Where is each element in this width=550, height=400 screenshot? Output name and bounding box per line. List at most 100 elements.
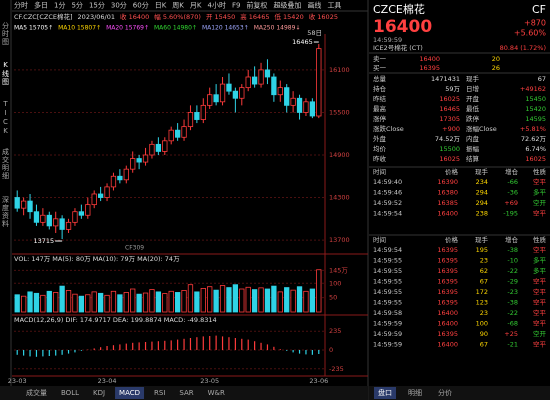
- candle-body: [316, 48, 322, 117]
- toolbar-item[interactable]: 4小时: [207, 1, 225, 10]
- toolbar-item[interactable]: 多日: [34, 1, 48, 10]
- x-tick-label: 23-03: [8, 377, 27, 385]
- trade-cell: 14:59:55: [373, 278, 402, 286]
- trade-cell: -68: [507, 320, 518, 328]
- trade-header: 性质: [533, 235, 547, 244]
- indicator-tab[interactable]: BOLL: [61, 389, 79, 397]
- volume-bar: [59, 285, 65, 313]
- trade-cell: -195: [503, 210, 518, 218]
- quote-tab[interactable]: 盘口: [378, 388, 392, 397]
- trade-cell: 14:59:46: [373, 189, 402, 197]
- toolbar-item[interactable]: 15分: [89, 1, 105, 10]
- candle-body: [226, 83, 232, 92]
- toolbar-item[interactable]: 周K: [172, 2, 184, 10]
- volume-bar: [117, 294, 123, 313]
- trade-cell: 多平: [533, 266, 547, 275]
- volume-bar: [258, 287, 264, 313]
- info-item: 2023/06/01: [78, 13, 115, 21]
- quote-code: CF: [532, 3, 546, 16]
- toolbar-item[interactable]: F9: [232, 2, 240, 10]
- candle-body: [290, 97, 296, 106]
- toolbar-item[interactable]: 超级叠加: [273, 1, 301, 10]
- volume-bar: [27, 291, 33, 313]
- trade-cell: 16400: [437, 309, 458, 317]
- trade-cell: 16395: [437, 288, 458, 296]
- side-tab[interactable]: 分时图: [2, 21, 10, 46]
- y-tick-label: 0: [329, 346, 333, 354]
- trade-cell: 空平: [533, 298, 547, 307]
- candle-body: [78, 211, 85, 216]
- toolbar-item[interactable]: 日K: [155, 2, 167, 10]
- stat-label: 跌停: [466, 114, 480, 123]
- candle-body: [149, 143, 155, 156]
- stat-value: +5.81%: [520, 125, 546, 133]
- trade-cell: 23: [480, 309, 488, 317]
- toolbar-item[interactable]: 5分: [71, 1, 82, 10]
- quote-price: 16400: [373, 17, 432, 37]
- toolbar-item[interactable]: 30分: [111, 1, 127, 10]
- indicator-tab[interactable]: W&R: [208, 389, 225, 397]
- toolbar-item[interactable]: 月K: [190, 2, 202, 10]
- trade-cell: +25: [504, 330, 518, 338]
- quote-change: +870: [524, 19, 546, 28]
- toolbar-item[interactable]: 工具: [327, 2, 341, 10]
- ref-value: 80.84 (1.72%): [500, 44, 546, 52]
- candle-body: [277, 87, 283, 96]
- x-tick-label: 23-06: [309, 377, 328, 385]
- volume-bar: [155, 291, 162, 313]
- candle-body: [296, 97, 303, 113]
- volume-bar: [187, 284, 194, 313]
- stat-label: 总量: [373, 74, 387, 83]
- stat-label: 外盘: [373, 134, 387, 143]
- trade-cell: 14:59:55: [373, 267, 402, 275]
- volume-bar: [72, 293, 78, 313]
- volume-bar: [97, 292, 104, 313]
- indicator-tab[interactable]: MACD: [119, 389, 140, 397]
- info-item: 低 15420: [274, 12, 303, 21]
- candle-body: [97, 193, 104, 198]
- toolbar-item[interactable]: 1分: [54, 1, 65, 10]
- candle-body: [264, 69, 271, 78]
- trade-cell: 14:59:52: [373, 199, 402, 207]
- side-tab[interactable]: TICK: [2, 100, 10, 136]
- candle-body: [168, 129, 174, 142]
- indicator-tab[interactable]: RSI: [154, 389, 165, 397]
- volume-bar: [65, 290, 72, 313]
- stat-value: 16025: [439, 155, 460, 163]
- volume-bar: [123, 292, 129, 313]
- stat-value: 15450: [525, 95, 546, 103]
- quote-pct: +5.60%: [514, 29, 547, 38]
- toolbar-item[interactable]: 前复权: [246, 1, 267, 10]
- stat-value: 17305: [439, 115, 460, 123]
- stat-value: 15500: [439, 145, 460, 153]
- volume-bar: [104, 294, 110, 313]
- trade-cell: 14:59:59: [373, 330, 402, 338]
- candle-body: [65, 221, 72, 230]
- side-tab[interactable]: K线图: [2, 61, 10, 86]
- trade-cell: 62: [480, 267, 488, 275]
- candle-body: [251, 76, 258, 85]
- indicator-tab[interactable]: 成交量: [26, 388, 47, 397]
- book-volume: 26: [492, 64, 500, 72]
- trade-cell: 14:59:55: [373, 288, 402, 296]
- candle-body: [110, 175, 117, 188]
- toolbar-item[interactable]: 60分: [133, 1, 149, 10]
- ma-item: MA250 14989↓: [254, 25, 301, 32]
- indicator-tab[interactable]: SAR: [179, 389, 193, 397]
- trade-cell: 16390: [437, 178, 458, 186]
- toolbar-item[interactable]: 画线: [307, 1, 321, 10]
- candle-body: [20, 200, 27, 209]
- volume-bar: [168, 290, 174, 313]
- toolbar-item[interactable]: 分时: [14, 1, 28, 10]
- volume-bar: [213, 289, 219, 313]
- quote-tab[interactable]: 明细: [408, 388, 422, 397]
- trade-cell: 空平: [533, 340, 547, 349]
- indicator-tab[interactable]: KDJ: [93, 389, 105, 397]
- info-item: 收 16400: [120, 12, 149, 21]
- side-tab[interactable]: 深度资料: [2, 195, 10, 228]
- trade-cell: 16400: [437, 320, 458, 328]
- side-tab[interactable]: 成交明细: [2, 147, 10, 180]
- stat-label: 内盘: [466, 134, 480, 143]
- quote-tab[interactable]: 分价: [438, 388, 452, 397]
